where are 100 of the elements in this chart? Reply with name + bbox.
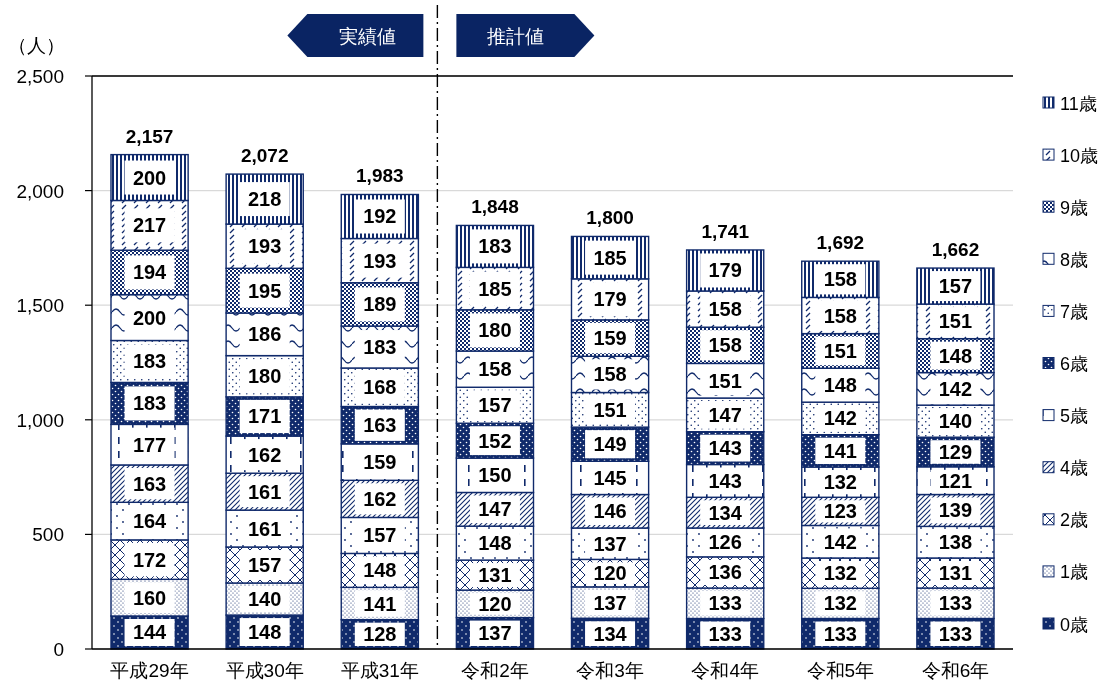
data-label: 148 <box>248 621 282 644</box>
data-label: 134 <box>708 501 743 524</box>
data-label: 150 <box>478 464 512 487</box>
data-label: 157 <box>363 524 397 547</box>
data-label: 147 <box>708 403 742 426</box>
data-label: 146 <box>593 500 627 523</box>
data-label: 157 <box>938 275 973 298</box>
data-label: 120 <box>593 562 627 585</box>
y-tick-label: 1,500 <box>16 295 64 317</box>
data-label: 148 <box>478 532 512 555</box>
data-label: 179 <box>593 288 627 311</box>
data-label: 177 <box>132 433 167 456</box>
y-tick-label: 1,000 <box>16 409 64 431</box>
data-label: 142 <box>823 530 857 553</box>
data-label: 140 <box>248 588 282 611</box>
data-label: 133 <box>708 622 742 645</box>
data-label: 145 <box>593 466 627 489</box>
data-label: 158 <box>593 363 627 386</box>
y-tick-label: 2,500 <box>16 66 64 87</box>
legend-label: 6歳 <box>1060 354 1089 374</box>
data-label: 131 <box>478 564 512 587</box>
x-tick-label: 令和3年 <box>576 660 644 681</box>
data-label: 162 <box>363 487 397 510</box>
data-label: 148 <box>938 344 973 367</box>
data-label: 142 <box>938 377 973 400</box>
data-label: 133 <box>938 592 973 615</box>
data-label: 162 <box>248 443 282 466</box>
data-label: 183 <box>132 350 167 373</box>
data-label: 160 <box>132 586 167 609</box>
data-label: 121 <box>938 469 973 492</box>
data-label: 144 <box>132 621 168 644</box>
data-label: 137 <box>478 622 512 645</box>
x-tick-label: 平成30年 <box>225 660 304 681</box>
data-label: 133 <box>708 592 742 615</box>
legend-label: 1歳 <box>1060 562 1089 583</box>
data-label: 185 <box>478 277 512 300</box>
data-label: 148 <box>363 559 397 582</box>
legend-label: 0歳 <box>1060 614 1089 635</box>
data-label: 137 <box>593 532 627 555</box>
data-label: 151 <box>708 369 742 392</box>
data-label: 195 <box>248 279 282 302</box>
x-tick-label: 令和5年 <box>806 660 875 681</box>
data-label: 172 <box>132 548 167 571</box>
data-label: 149 <box>593 433 627 456</box>
data-label: 132 <box>823 592 857 615</box>
data-label: 141 <box>363 592 397 615</box>
y-tick-label: 500 <box>32 524 64 546</box>
total-label: 1,662 <box>931 239 980 261</box>
legend-label: 10歳 <box>1060 145 1099 166</box>
legend-label: 8歳 <box>1060 249 1089 270</box>
data-label: 179 <box>708 259 742 282</box>
data-label: 158 <box>478 358 512 381</box>
data-label: 194 <box>132 261 168 284</box>
data-label: 142 <box>823 407 857 430</box>
text: 実績値 <box>338 25 396 47</box>
x-tick-label: 令和2年 <box>461 660 529 681</box>
total-label: 1,983 <box>356 165 404 187</box>
data-label: 218 <box>248 188 282 211</box>
data-label: 151 <box>823 339 857 362</box>
data-label: 200 <box>132 306 167 329</box>
x-tick-label: 平成31年 <box>340 660 419 681</box>
text: 推計値 <box>486 25 544 47</box>
total-label: 1,848 <box>471 196 519 218</box>
total-label: 1,741 <box>701 220 750 242</box>
data-label: 136 <box>708 561 742 584</box>
data-label: 132 <box>823 471 857 494</box>
total-label: 2,072 <box>240 145 289 167</box>
data-label: 161 <box>248 480 282 503</box>
data-label: 123 <box>823 500 857 523</box>
data-label: 157 <box>478 394 512 417</box>
data-label: 147 <box>478 498 512 521</box>
data-label: 161 <box>248 517 282 540</box>
data-label: 141 <box>823 439 857 462</box>
legend-label: 7歳 <box>1060 301 1089 322</box>
total-label: 1,800 <box>586 207 634 229</box>
data-label: 131 <box>938 562 973 585</box>
data-label: 168 <box>363 376 397 399</box>
data-label: 143 <box>708 437 742 460</box>
data-label: 186 <box>248 323 282 346</box>
legend-label: 5歳 <box>1060 406 1089 427</box>
y-axis-title: （人） <box>8 35 65 56</box>
x-tick-label: 令和4年 <box>691 660 759 681</box>
data-label: 185 <box>593 246 627 269</box>
data-label: 217 <box>132 214 167 237</box>
data-label: 151 <box>593 398 627 421</box>
data-label: 134 <box>593 622 628 645</box>
total-label: 2,157 <box>125 125 174 147</box>
data-label: 183 <box>363 336 397 359</box>
y-tick-label: 2,000 <box>16 180 64 202</box>
data-label: 163 <box>132 472 167 495</box>
data-label: 133 <box>823 622 857 645</box>
data-label: 158 <box>823 304 857 327</box>
x-tick-label: 平成29年 <box>110 660 189 681</box>
data-label: 163 <box>363 414 397 437</box>
data-label: 183 <box>132 392 167 415</box>
legend-label: 11歳 <box>1060 93 1097 114</box>
data-label: 159 <box>593 327 627 350</box>
x-tick-label: 令和6年 <box>921 660 990 681</box>
data-label: 132 <box>823 562 857 585</box>
data-label: 140 <box>938 410 973 433</box>
